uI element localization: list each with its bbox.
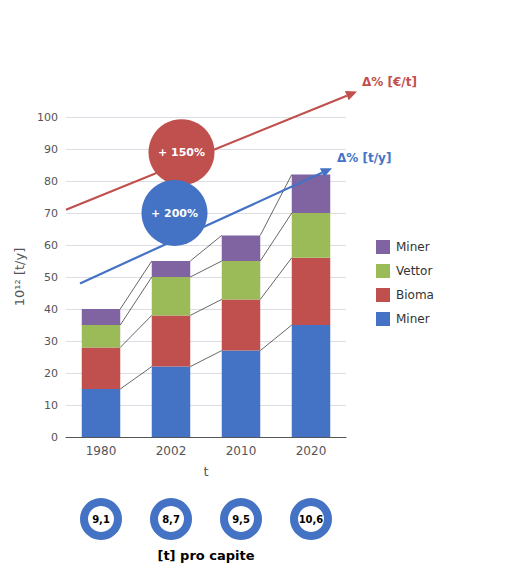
svg-text:100: 100 <box>37 111 58 124</box>
svg-text:Δ% [€/t]: Δ% [€/t] <box>362 75 417 89</box>
svg-text:Δ% [t/y]: Δ% [t/y] <box>337 151 391 165</box>
svg-text:Miner: Miner <box>396 312 430 326</box>
svg-text:9,5: 9,5 <box>232 514 250 525</box>
svg-text:50: 50 <box>44 271 58 284</box>
svg-text:70: 70 <box>44 207 58 220</box>
svg-text:10¹² [t/y]: 10¹² [t/y] <box>12 248 27 306</box>
svg-text:[t] pro capite: [t] pro capite <box>157 548 254 563</box>
svg-text:90: 90 <box>44 143 58 156</box>
svg-text:1980: 1980 <box>86 444 117 458</box>
svg-text:2010: 2010 <box>226 444 257 458</box>
svg-text:20: 20 <box>44 367 58 380</box>
svg-text:2020: 2020 <box>296 444 327 458</box>
svg-text:Miner: Miner <box>396 240 430 254</box>
svg-text:60: 60 <box>44 239 58 252</box>
svg-text:t: t <box>203 464 208 479</box>
svg-text:8,7: 8,7 <box>162 514 180 525</box>
svg-text:0: 0 <box>51 431 58 444</box>
svg-text:80: 80 <box>44 175 58 188</box>
svg-text:10: 10 <box>44 399 58 412</box>
svg-text:+ 150%: + 150% <box>158 146 205 159</box>
svg-text:30: 30 <box>44 335 58 348</box>
svg-text:9,1: 9,1 <box>92 514 110 525</box>
svg-text:+ 200%: + 200% <box>151 207 198 220</box>
svg-text:Bioma: Bioma <box>396 288 434 302</box>
svg-text:Vettor: Vettor <box>396 264 432 278</box>
svg-text:10,6: 10,6 <box>299 514 324 525</box>
svg-text:2002: 2002 <box>156 444 187 458</box>
svg-text:40: 40 <box>44 303 58 316</box>
